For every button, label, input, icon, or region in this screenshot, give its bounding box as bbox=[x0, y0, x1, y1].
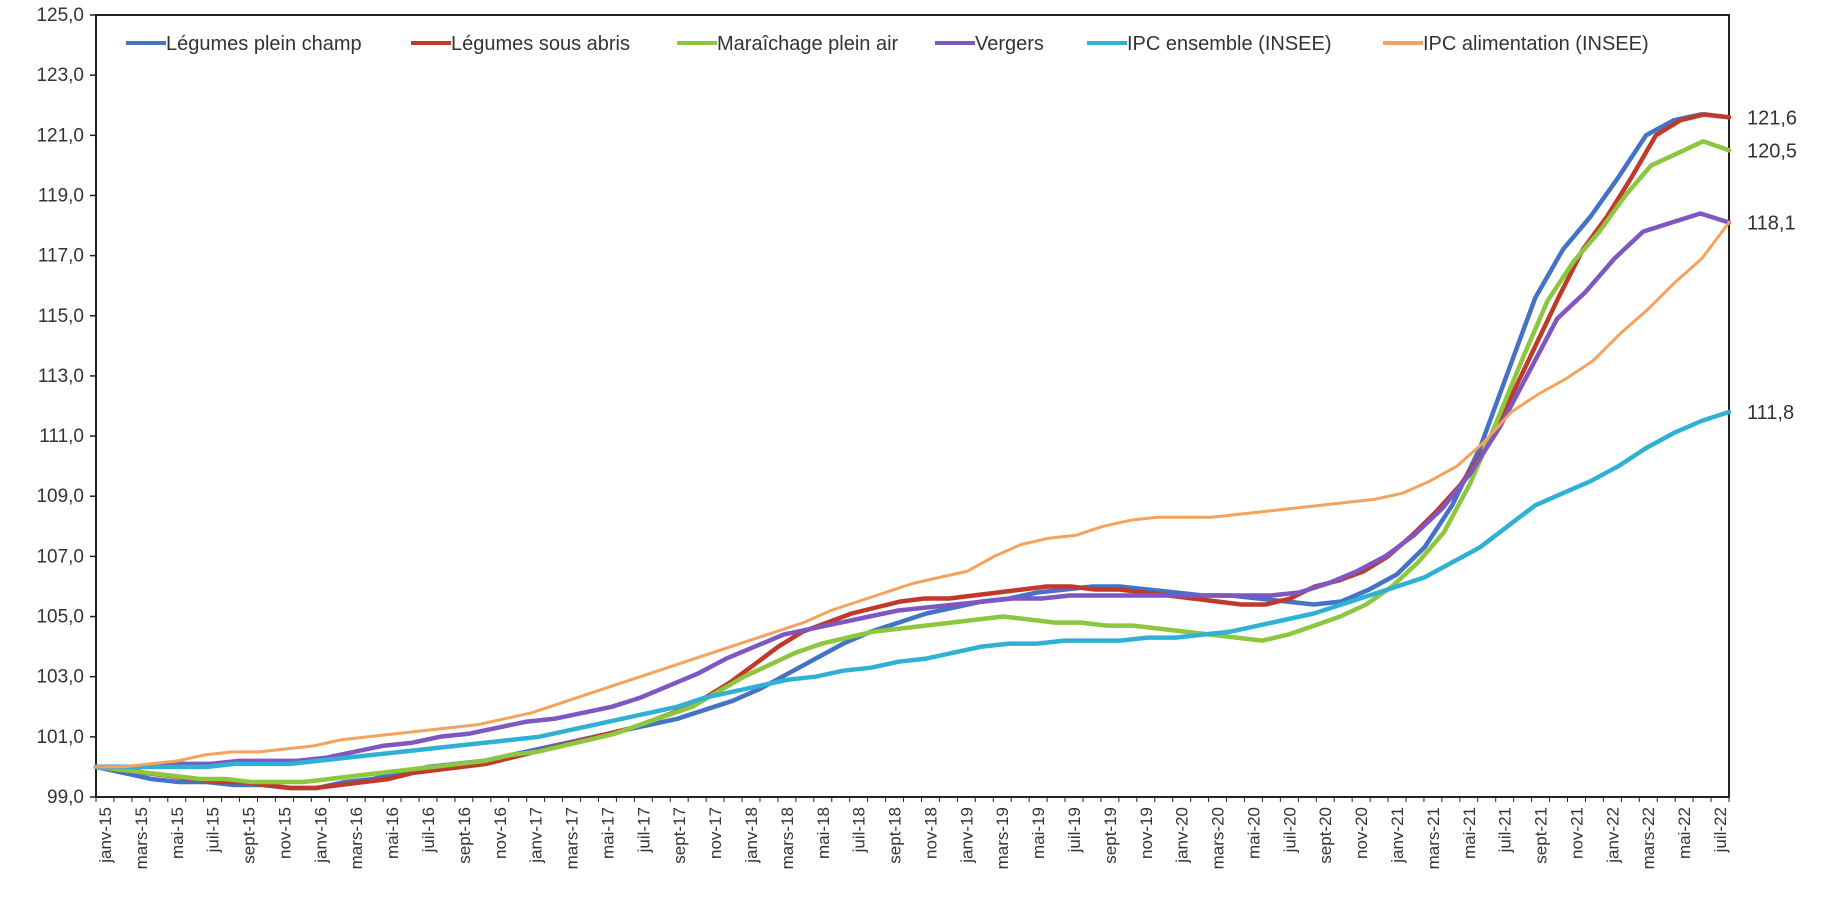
x-tick-label: juil-22 bbox=[1711, 807, 1730, 853]
x-tick-label: mars-16 bbox=[347, 807, 366, 869]
x-tick-label: sept-21 bbox=[1532, 807, 1551, 864]
y-tick-label: 119,0 bbox=[38, 185, 84, 206]
x-tick-label: nov-21 bbox=[1567, 807, 1586, 859]
x-axis: janv-15 mars-15 mai-15 juil-15 sept-15 nov-15… bbox=[95, 797, 1730, 869]
x-tick-label: mars-15 bbox=[132, 807, 151, 869]
legend-label: Vergers bbox=[975, 33, 1044, 55]
series-line-3 bbox=[93, 139, 1732, 785]
x-tick-label: juil-18 bbox=[850, 807, 869, 853]
legend-label: IPC alimentation (INSEE) bbox=[1423, 33, 1649, 55]
series-line-5 bbox=[93, 409, 1732, 770]
y-tick-label: 121,0 bbox=[36, 125, 84, 146]
x-tick-label: mars-22 bbox=[1639, 807, 1658, 869]
x-tick-label: janv-20 bbox=[1173, 807, 1192, 864]
x-tick-label: janv-18 bbox=[742, 807, 761, 864]
x-tick-label: juil-15 bbox=[204, 807, 223, 853]
end-label: 118,1 bbox=[1747, 213, 1796, 235]
x-tick-label: sept-15 bbox=[240, 807, 259, 864]
end-label: 120,5 bbox=[1747, 140, 1797, 162]
end-label: 111,8 bbox=[1747, 402, 1794, 424]
x-tick-label: nov-18 bbox=[921, 807, 940, 859]
end-labels: 121,6 120,5 118,1 111,8 bbox=[1747, 107, 1797, 424]
legend-label: Maraîchage plein air bbox=[717, 33, 899, 55]
x-tick-label: janv-21 bbox=[1388, 807, 1407, 864]
y-tick-label: 111,0 bbox=[39, 426, 84, 447]
x-tick-label: mai-22 bbox=[1675, 807, 1694, 859]
x-tick-label: janv-19 bbox=[957, 807, 976, 864]
legend: Légumes plein champ Légumes sous abris Mar… bbox=[126, 33, 1649, 55]
end-label: 121,6 bbox=[1747, 107, 1797, 129]
x-tick-label: janv-16 bbox=[311, 807, 330, 864]
x-tick-label: sept-18 bbox=[886, 807, 905, 864]
x-tick-label: janv-15 bbox=[96, 807, 115, 864]
series-line-6 bbox=[94, 221, 1731, 769]
x-tick-label: juil-16 bbox=[419, 807, 438, 853]
x-tick-label: mai-17 bbox=[598, 807, 617, 859]
x-tick-label: sept-19 bbox=[1101, 807, 1120, 864]
x-tick-label: nov-19 bbox=[1137, 807, 1156, 859]
x-tick-label: mai-18 bbox=[814, 807, 833, 859]
x-tick-label: mars-18 bbox=[778, 807, 797, 869]
x-tick-label: mai-20 bbox=[1244, 807, 1263, 859]
y-tick-label: 117,0 bbox=[38, 246, 84, 267]
x-tick-label: juil-20 bbox=[1280, 807, 1299, 853]
y-tick-label: 99,0 bbox=[47, 787, 84, 808]
x-tick-label: mars-21 bbox=[1424, 807, 1443, 869]
x-tick-label: juil-21 bbox=[1496, 807, 1515, 853]
x-tick-label: mars-17 bbox=[563, 807, 582, 869]
y-tick-label: 113,0 bbox=[38, 366, 84, 387]
y-tick-label: 105,0 bbox=[36, 607, 84, 628]
legend-label: IPC ensemble (INSEE) bbox=[1127, 33, 1332, 55]
x-tick-label: mai-19 bbox=[1029, 807, 1048, 859]
y-tick-label: 101,0 bbox=[36, 727, 84, 748]
x-tick-label: mars-19 bbox=[993, 807, 1012, 869]
series-line-4 bbox=[93, 211, 1732, 770]
x-tick-label: mai-21 bbox=[1460, 807, 1479, 859]
y-tick-label: 123,0 bbox=[36, 65, 84, 86]
x-tick-label: nov-20 bbox=[1352, 807, 1371, 859]
x-tick-label: nov-15 bbox=[275, 807, 294, 859]
x-tick-label: mars-20 bbox=[1209, 807, 1228, 869]
x-tick-label: juil-19 bbox=[1065, 807, 1084, 853]
y-axis: 99,0 101,0 103,0 105,0 107,0 109,0 111,0 113,0 1… bbox=[36, 5, 96, 808]
x-tick-label: sept-17 bbox=[670, 807, 689, 864]
x-tick-label: mai-15 bbox=[168, 807, 187, 859]
x-tick-label: mai-16 bbox=[383, 807, 402, 859]
y-tick-label: 115,0 bbox=[38, 306, 84, 327]
x-tick-label: nov-16 bbox=[491, 807, 510, 859]
y-tick-label: 125,0 bbox=[36, 5, 84, 26]
x-tick-label: janv-17 bbox=[527, 807, 546, 864]
series-lines bbox=[93, 112, 1732, 791]
plot-frame bbox=[95, 14, 1730, 798]
y-tick-label: 103,0 bbox=[36, 667, 84, 688]
x-tick-label: nov-17 bbox=[706, 807, 725, 859]
legend-label: Légumes sous abris bbox=[451, 33, 630, 55]
y-tick-label: 107,0 bbox=[36, 546, 84, 567]
x-tick-label: juil-17 bbox=[634, 807, 653, 853]
x-tick-label: sept-20 bbox=[1316, 807, 1335, 864]
x-tick-label: janv-22 bbox=[1603, 807, 1622, 864]
x-tick-label: sept-16 bbox=[455, 807, 474, 864]
legend-label: Légumes plein champ bbox=[166, 33, 362, 55]
y-tick-label: 109,0 bbox=[36, 486, 84, 507]
